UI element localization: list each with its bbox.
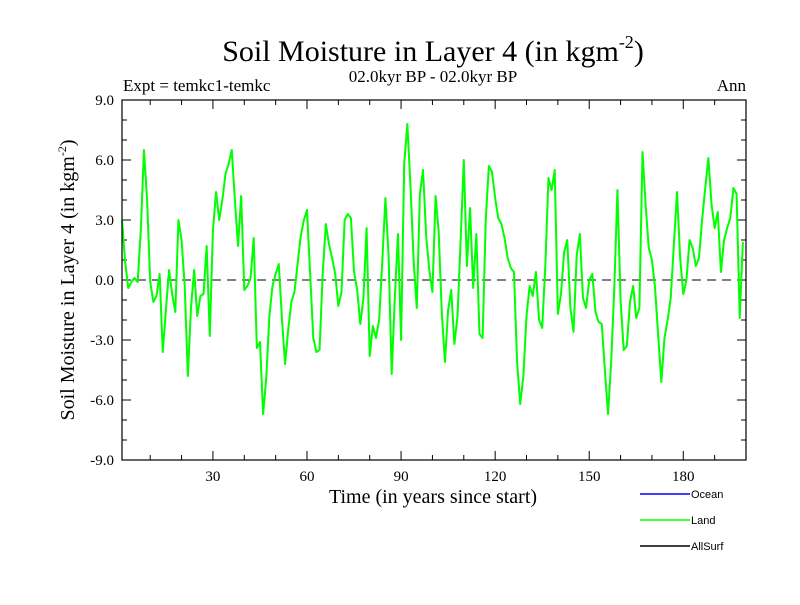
y-axis-label: Soil Moisture in Layer 4 (in kgm-2) (55, 139, 79, 420)
plot-frame (121, 99, 747, 461)
subtitle-left: Expt = temkc1-temkc (123, 76, 271, 95)
chart-title-main: Soil Moisture in Layer 4 (in kgm (222, 35, 619, 68)
x-axis-label: Time (in years since start) (329, 486, 537, 508)
y-axis-label-close: ) (57, 139, 79, 146)
legend: Ocean Land AllSurf (640, 489, 724, 553)
x-tick-label: 60 (300, 469, 315, 485)
legend-label-ocean: Ocean (691, 489, 723, 501)
y-axis-label-main: Soil Moisture in Layer 4 (in kgm (57, 156, 79, 421)
x-tick-label: 150 (578, 469, 601, 485)
y-tick-label: -9.0 (90, 453, 114, 469)
y-tick-label: -3.0 (90, 333, 114, 349)
y-tick-label: -6.0 (90, 393, 114, 409)
series-layer (121, 123, 744, 415)
subtitle-center: 02.0kyr BP - 02.0kyr BP (349, 67, 517, 86)
x-tick-label: 30 (205, 469, 220, 485)
legend-label-allsurf: AllSurf (691, 541, 724, 553)
frame-layer (121, 99, 747, 461)
y-tick-label: 3.0 (95, 213, 114, 229)
y-axis-label-superscript: -2 (55, 146, 69, 156)
chart-title-superscript: -2 (619, 32, 634, 52)
x-tick-label: 90 (394, 469, 409, 485)
x-tick-label: 120 (484, 469, 507, 485)
chart-title: Soil Moisture in Layer 4 (in kgm-2) (222, 32, 644, 68)
legend-label-land: Land (691, 515, 715, 527)
subtitle-right: Ann (717, 76, 747, 95)
chart-title-close: ) (634, 35, 644, 68)
y-tick-label: 0.0 (95, 273, 114, 289)
ticks-layer: 30 60 90 120 150 180 -9.0 -6.0 -3.0 0.0 3.0 6.0 9.0 (90, 93, 746, 485)
y-tick-label: 6.0 (95, 153, 114, 169)
x-tick-label: 180 (672, 469, 695, 485)
y-tick-label: 9.0 (95, 93, 114, 109)
series-line-land (121, 123, 744, 415)
